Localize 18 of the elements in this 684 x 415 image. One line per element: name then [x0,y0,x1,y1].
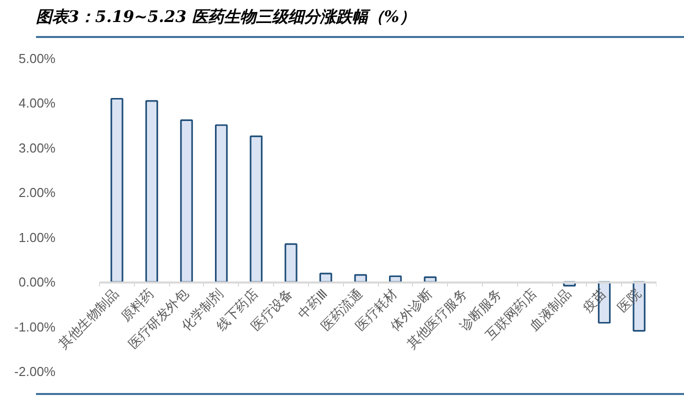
y-tick-label: -2.00% [14,364,56,379]
bar [180,119,193,283]
y-tick-label: 5.00% [18,51,56,66]
bar [250,136,263,283]
y-tick-label: 2.00% [18,185,56,200]
x-tick-label: 其他生物制品 [56,286,122,353]
y-tick-label: 1.00% [18,230,56,245]
bar [145,100,158,283]
bar [284,243,298,283]
chart-title: 图表3：5.19~5.23 医药生物三级细分涨跌幅（%） [36,6,416,28]
y-tick-label: 0.00% [18,274,56,290]
bar [214,124,228,283]
y-tick-label: -1.00% [14,319,56,334]
x-tick-label: 疫苗 [580,286,610,316]
bar [110,98,124,283]
y-tick-label: 4.00% [18,96,56,111]
x-tick-label: 医院 [615,286,644,316]
y-tick-label: 3.00% [18,140,56,156]
